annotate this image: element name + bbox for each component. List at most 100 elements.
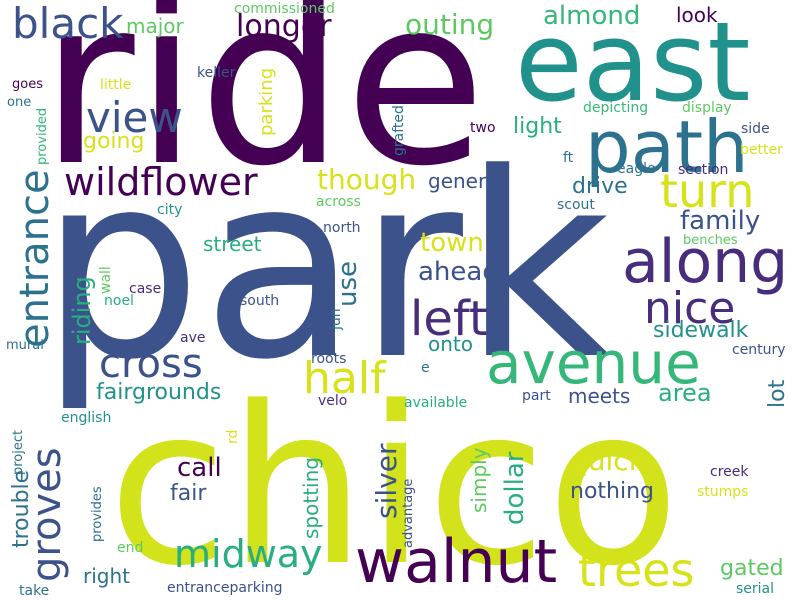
word-wildflower: wildflower [64, 160, 258, 204]
word-mural: mural [6, 338, 44, 353]
word-look: look [676, 3, 718, 27]
word-along: along [622, 227, 788, 297]
word-ft: ft [563, 150, 574, 166]
word-black: black [12, 0, 124, 48]
word-section: section [678, 162, 728, 178]
word-display: display [682, 100, 732, 116]
word-half: half [303, 353, 387, 404]
word-meets: meets [568, 384, 630, 408]
word-spotting: spotting [299, 457, 323, 539]
word-city: city [157, 202, 182, 218]
word-sidewalk: sidewalk [653, 318, 749, 343]
word-simply: simply [467, 447, 491, 513]
word-better: better [740, 142, 783, 158]
word-cross: cross [99, 341, 203, 387]
word-grafted: grafted [391, 105, 407, 156]
word-roots: roots [311, 351, 346, 367]
word-call: call [177, 453, 222, 483]
word-north: north [323, 220, 361, 236]
word-century: century [732, 342, 786, 358]
word-benches: benches [683, 233, 738, 248]
word-wall: wall [98, 266, 114, 294]
word-nothing: nothing [570, 479, 654, 504]
word-provided: provided [35, 108, 50, 165]
word-creek: creek [710, 464, 749, 480]
word-entrance: entrance [12, 169, 58, 348]
word-use: use [333, 261, 363, 307]
word-velo: velo [318, 393, 347, 409]
word-town: town [420, 228, 484, 258]
word-commissioned: commissioned [234, 1, 335, 17]
word-ride: ride [40, 0, 486, 217]
word-avenue: avenue [486, 329, 701, 397]
word-silver: silver [370, 443, 403, 519]
word-take: take [19, 583, 49, 599]
word-advantage: advantage [401, 479, 416, 548]
word-side: side [741, 121, 770, 137]
word-longer: longer [236, 9, 332, 44]
word-midway: midway [174, 532, 323, 576]
word-area: area [658, 379, 712, 407]
word-english: english [61, 410, 111, 426]
word-turn: turn [660, 164, 754, 218]
word-depicting: depicting [583, 100, 648, 116]
word-gated: gated [720, 556, 784, 581]
word-one: one [7, 95, 31, 110]
word-goes: goes [12, 77, 43, 92]
word-part: part [522, 388, 551, 404]
word-almond: almond [543, 1, 640, 31]
word-lot: lot [765, 379, 790, 408]
word-jun: jun [328, 308, 344, 331]
word-trouble: trouble [9, 470, 34, 548]
word-ave: ave [180, 330, 205, 346]
word-groves: groves [24, 447, 70, 582]
word-case: case [129, 281, 161, 297]
word-fairgrounds: fairgrounds [96, 380, 221, 405]
word-light: light [513, 114, 562, 139]
word-street: street [203, 232, 262, 256]
word-trees: trees [578, 543, 695, 597]
word-drive: drive [572, 174, 628, 199]
word-walnut: walnut [355, 527, 557, 597]
word-eagle: eagle [617, 161, 656, 177]
word-onto: onto [428, 332, 473, 356]
word-provides: provides [90, 486, 105, 542]
word-scout: scout [557, 197, 595, 213]
word-rd: rd [225, 430, 241, 444]
word-parking: parking [256, 68, 277, 136]
word-serial: serial [736, 581, 774, 597]
word-keller: keller [197, 65, 236, 81]
word-left: left [410, 291, 488, 347]
word-dollar: dollar [500, 451, 530, 525]
word-entranceparking: entranceparking [167, 580, 282, 596]
word-little: little [100, 77, 131, 93]
word-e: e [421, 360, 430, 376]
word-chico: chico [108, 361, 680, 600]
word-path: path [585, 105, 749, 189]
word-view: view [86, 93, 183, 142]
word-east: east [515, 0, 751, 126]
word-fair: fair [170, 481, 207, 506]
word-project: project [11, 430, 26, 475]
word-though: though [317, 163, 416, 196]
word-across: across [316, 194, 361, 210]
word-south: south [240, 293, 279, 309]
word-right: right [83, 564, 130, 588]
word-outing: outing [405, 8, 494, 41]
word-two: two [470, 120, 496, 136]
word-ahead: ahead [418, 257, 499, 287]
word-end: end [117, 540, 143, 556]
word-nice: nice [644, 283, 735, 334]
word-park: park [40, 119, 611, 416]
word-family: family [680, 206, 760, 236]
word-going: going [83, 129, 144, 154]
word-riding: riding [68, 276, 96, 345]
word-major: major [126, 14, 185, 38]
word-noel: noel [104, 293, 134, 309]
word-general: general [428, 169, 504, 193]
word-available: available [404, 395, 467, 411]
word-quick: quick [570, 444, 646, 477]
word-stumps: stumps [697, 484, 748, 500]
